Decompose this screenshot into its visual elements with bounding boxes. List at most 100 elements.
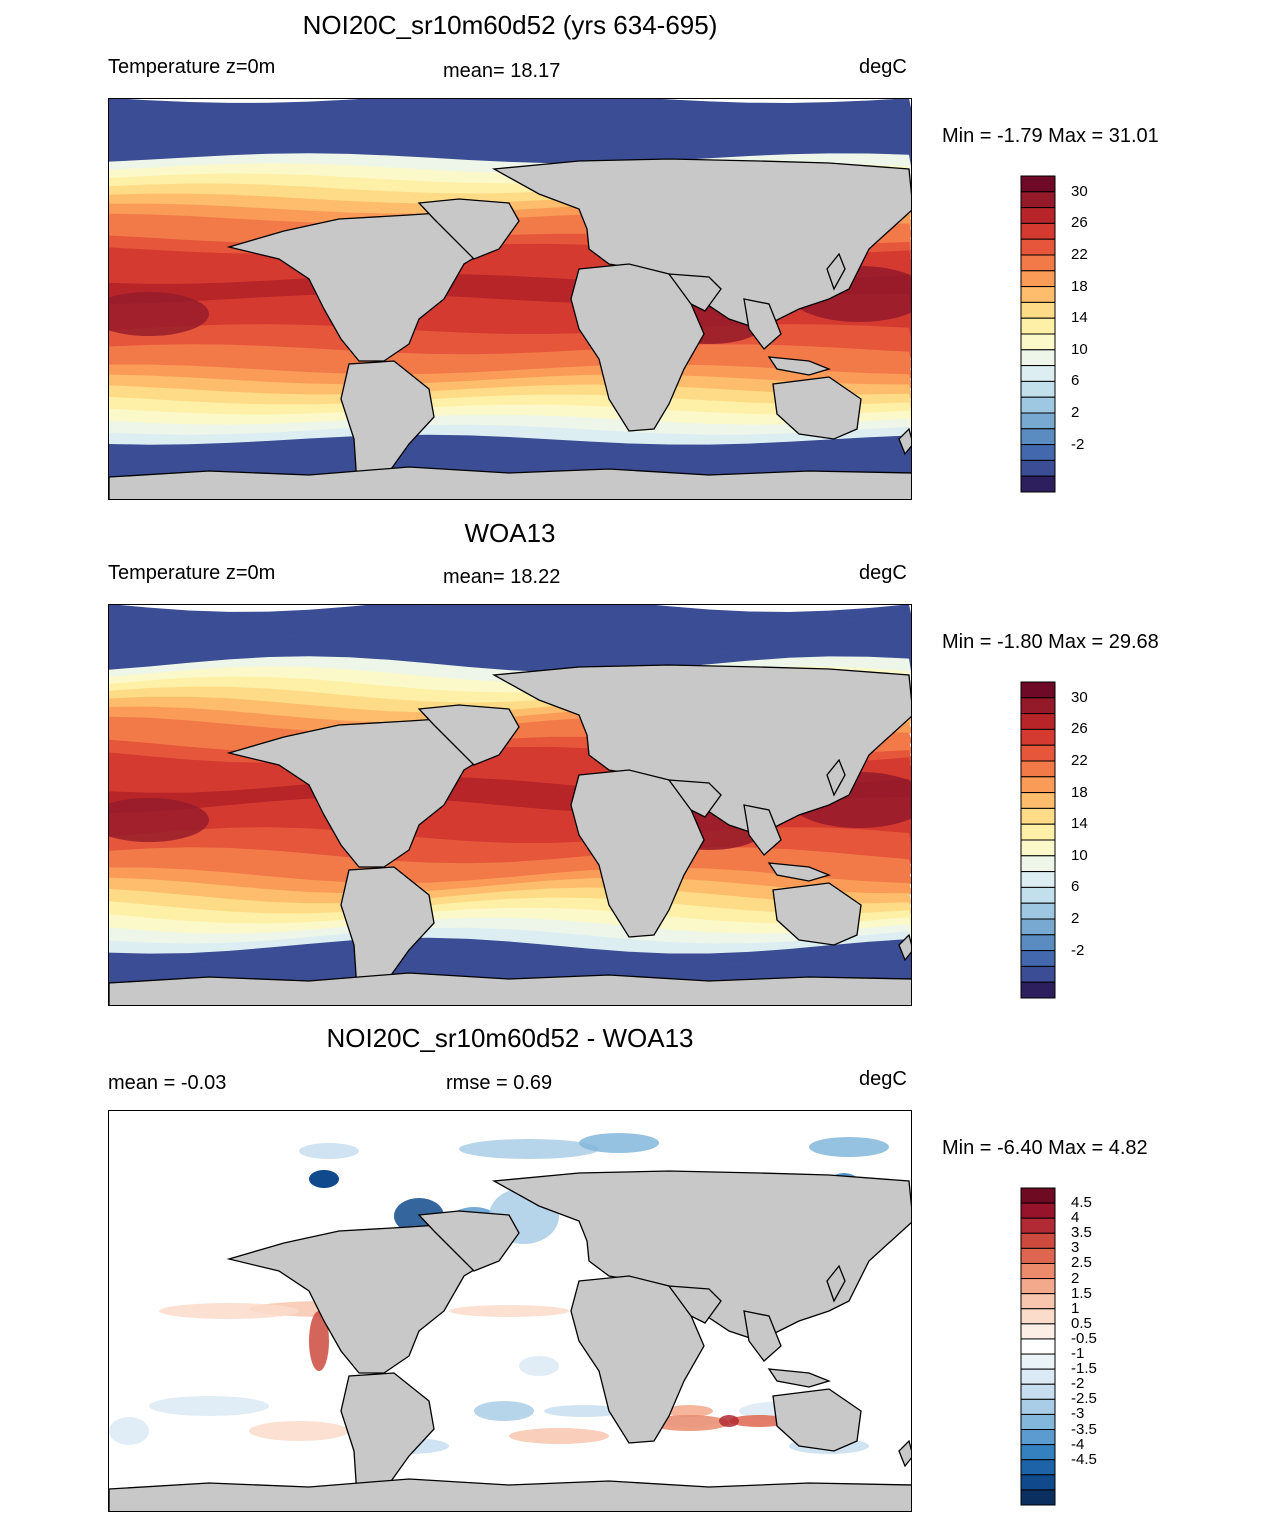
- colorbar-swatch: [1020, 744, 1056, 762]
- land-japan: [826, 252, 846, 291]
- colorbar-label: -4: [1071, 1435, 1085, 1453]
- colorbar-swatch: [1020, 792, 1056, 809]
- colorbar-swatch: [1020, 823, 1056, 841]
- colorbar-swatch: [1020, 317, 1056, 335]
- colorbar-swatch: [1020, 1353, 1056, 1370]
- colorbar-swatch: [1020, 254, 1056, 272]
- colorbar-swatch: [1020, 301, 1056, 319]
- land-eurasia: [491, 158, 911, 330]
- colorbar-label: 18: [1071, 277, 1088, 295]
- colorbar-label: 14: [1071, 815, 1088, 833]
- land-india: [667, 273, 722, 312]
- colorbar-label: 2: [1071, 910, 1080, 927]
- colorbar-swatch: [1020, 681, 1056, 699]
- minmax-label: Min = -6.40 Max = 4.82: [942, 1137, 1148, 1159]
- colorbar-label: -3: [1071, 1405, 1085, 1423]
- land-southeast-asia: [743, 298, 782, 350]
- colorbar-swatch: [1020, 365, 1056, 382]
- colorbar-swatch: [1020, 1338, 1056, 1355]
- land-maritime-asia: [767, 356, 831, 376]
- colorbar-swatch: [1020, 1459, 1056, 1476]
- colorbar-swatch: [1020, 1383, 1056, 1400]
- land-antarctica: [109, 1478, 911, 1511]
- land-eurasia: [491, 664, 911, 836]
- colorbar-label: 10: [1071, 846, 1088, 864]
- panel-title: NOI20C_sr10m60d52 (yrs 634-695): [302, 10, 718, 40]
- sst-difference-map: [108, 1110, 912, 1512]
- sst-model-map: [108, 98, 912, 500]
- land-new-zealand: [898, 933, 911, 962]
- mean-label: mean = -0.03: [108, 1072, 227, 1094]
- colorbar: 30 26 22 18 14 10 6 2 -2: [1020, 175, 1088, 493]
- colorbar-label: 14: [1071, 309, 1088, 327]
- colorbar-swatch: [1020, 1413, 1056, 1431]
- colorbar-swatch: [1020, 349, 1056, 367]
- panel-title: WOA13: [464, 518, 556, 548]
- colorbar-swatch: [1020, 1368, 1056, 1385]
- colorbar-swatch: [1020, 871, 1056, 888]
- colorbar-swatch: [1020, 428, 1056, 446]
- colorbar-swatch: [1020, 1398, 1056, 1415]
- colorbar-label: -4.5: [1071, 1450, 1097, 1468]
- colorbar-swatch: [1020, 1308, 1056, 1325]
- colorbar-label: 2: [1071, 1269, 1080, 1287]
- land-greenland: [417, 198, 520, 260]
- colorbar-swatch: [1020, 713, 1056, 730]
- land-japan: [826, 758, 846, 797]
- colorbar-swatch: [1020, 1293, 1056, 1310]
- mean-label: mean= 18.22: [443, 566, 561, 588]
- land-antarctica: [109, 466, 911, 499]
- colorbar-label: 4: [1071, 1209, 1080, 1227]
- colorbar-label: 4.5: [1071, 1194, 1092, 1212]
- colorbar-swatch: [1020, 175, 1056, 193]
- colorbar-swatch: [1020, 839, 1056, 857]
- colorbar-label: 30: [1071, 182, 1088, 200]
- land-maritime-asia: [767, 1368, 831, 1388]
- colorbar-label: 3: [1071, 1239, 1080, 1257]
- land-antarctica: [109, 972, 911, 1005]
- colorbar-label: -2: [1071, 435, 1085, 453]
- minmax-label: Min = -1.80 Max = 29.68: [942, 631, 1159, 653]
- colorbar-swatch: [1020, 1323, 1056, 1340]
- colorbar-swatch: [1020, 918, 1056, 936]
- colorbar-label: -3.5: [1071, 1420, 1097, 1438]
- colorbar-swatch: [1020, 475, 1056, 493]
- colorbar-label: 2: [1071, 404, 1080, 421]
- colorbar-swatch: [1020, 1429, 1056, 1446]
- panel-title: NOI20C_sr10m60d52 - WOA13: [326, 1023, 694, 1053]
- colorbar-label: -2: [1071, 1375, 1085, 1393]
- land-new-zealand: [898, 427, 911, 456]
- colorbar-label: -2.5: [1071, 1390, 1097, 1408]
- colorbar-swatch: [1020, 222, 1056, 240]
- land-southeast-asia: [743, 804, 782, 856]
- land-eurasia: [491, 1170, 911, 1342]
- colorbar-label: 3.5: [1071, 1224, 1092, 1242]
- colorbar-swatch: [1020, 981, 1056, 999]
- mean-label: mean= 18.17: [443, 60, 561, 82]
- colorbar: 4.5 4 3.5 3 2.5 2 1.5 1 0.5 -0.5 -1 -1.5 -2 -2.5 -3 -3.…: [1020, 1187, 1097, 1506]
- land-japan: [826, 1264, 846, 1303]
- colorbar-swatch: [1020, 965, 1056, 983]
- colorbar-swatch: [1020, 886, 1056, 904]
- colorbar-label: 30: [1071, 688, 1088, 706]
- colorbar-swatch: [1020, 807, 1056, 825]
- colorbar-label: -0.5: [1071, 1329, 1097, 1347]
- colorbar-swatch: [1020, 934, 1056, 952]
- units-label: degC: [859, 562, 907, 584]
- colorbar-swatch: [1020, 270, 1056, 288]
- colorbar-swatch: [1020, 207, 1056, 224]
- colorbar-swatch: [1020, 776, 1056, 794]
- land-india: [667, 779, 722, 818]
- colorbar-swatch: [1020, 1187, 1056, 1204]
- land-north-america: [226, 210, 505, 362]
- land-greenland: [417, 1210, 520, 1272]
- colorbar-swatch: [1020, 1474, 1056, 1491]
- colorbar-swatch: [1020, 760, 1056, 778]
- colorbar-swatch: [1020, 396, 1056, 414]
- sst-observation-map: [108, 604, 912, 1006]
- colorbar-swatch: [1020, 1232, 1056, 1249]
- colorbar-label: 18: [1071, 783, 1088, 801]
- colorbar-swatch: [1020, 191, 1056, 209]
- colorbar-swatch: [1020, 855, 1056, 873]
- colorbar-label: 6: [1071, 878, 1080, 896]
